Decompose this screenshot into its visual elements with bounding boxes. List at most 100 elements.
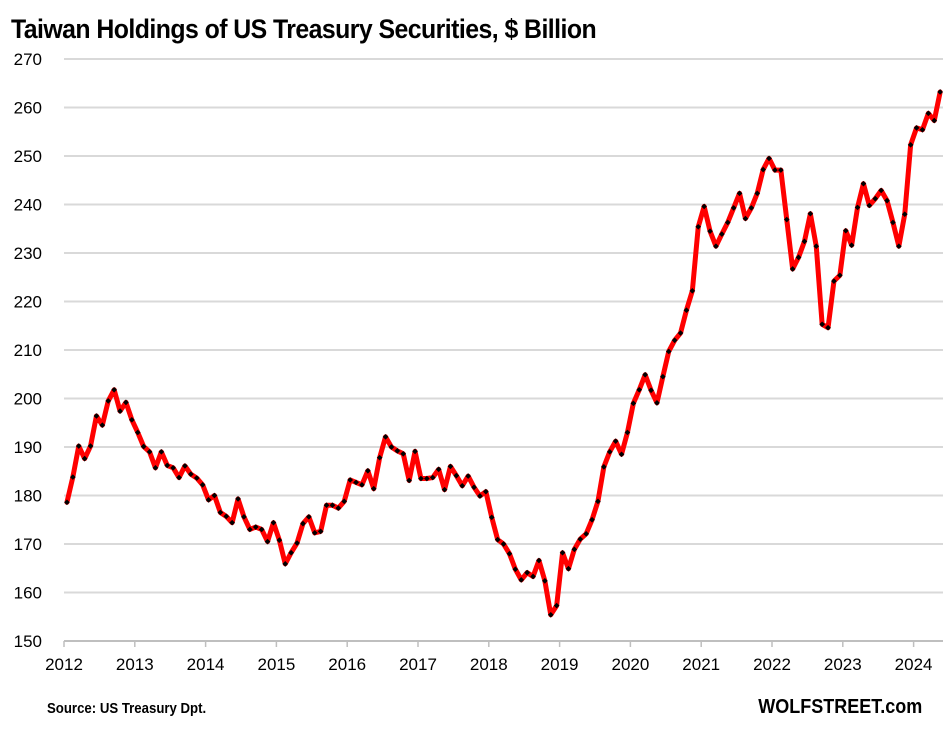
data-point	[129, 417, 135, 423]
data-point	[937, 89, 943, 95]
data-point	[241, 514, 247, 520]
data-point	[270, 519, 277, 526]
data-point	[335, 505, 342, 511]
data-point	[123, 399, 129, 406]
x-tick-label: 2021	[682, 655, 720, 674]
data-point	[654, 400, 660, 406]
data-point	[223, 513, 230, 520]
data-point	[547, 611, 554, 618]
data-point	[742, 215, 749, 222]
data-point	[81, 455, 88, 462]
y-tick-label: 190	[14, 438, 42, 457]
y-tick-label: 150	[14, 632, 42, 651]
data-point	[264, 538, 271, 545]
data-point	[146, 449, 153, 455]
data-point	[406, 477, 412, 484]
data-point	[329, 502, 336, 509]
data-point	[105, 398, 112, 404]
data-point	[754, 190, 761, 197]
x-tick-label: 2018	[470, 655, 508, 674]
x-tick-label: 2024	[895, 655, 933, 674]
data-point	[589, 516, 595, 523]
data-point	[925, 110, 932, 117]
data-point	[606, 449, 613, 455]
data-point	[170, 465, 176, 471]
data-point	[542, 578, 548, 584]
data-point	[365, 467, 371, 474]
data-point	[530, 573, 536, 580]
data-point	[801, 238, 808, 245]
data-point	[412, 448, 418, 455]
data-point	[819, 321, 825, 328]
y-tick-label: 230	[14, 244, 42, 263]
data-point	[424, 475, 430, 482]
data-point	[571, 546, 578, 553]
source-note: Source: US Treasury Dpt.	[47, 700, 207, 717]
data-point	[64, 499, 70, 506]
x-tick-label: 2013	[116, 655, 154, 674]
y-tick-label: 170	[14, 535, 42, 554]
data-point	[837, 272, 843, 279]
data-point	[376, 454, 383, 461]
data-point	[111, 386, 117, 393]
data-point	[164, 462, 171, 469]
data-point	[394, 448, 401, 454]
x-tick-label: 2016	[328, 655, 366, 674]
data-point	[158, 449, 165, 455]
data-point	[429, 474, 436, 481]
data-point	[736, 190, 743, 197]
y-tick-label: 210	[14, 341, 42, 360]
x-tick-label: 2014	[187, 655, 225, 674]
data-point	[317, 528, 324, 535]
data-point	[435, 466, 442, 473]
data-point	[382, 433, 389, 440]
series-group	[64, 89, 943, 618]
data-point	[506, 550, 513, 557]
x-tick-label: 2020	[611, 655, 649, 674]
data-point	[117, 408, 123, 414]
y-axis-ticks: 150 160 170 180 190 200 210 220 230 240 250 260 270	[14, 50, 42, 651]
data-point	[601, 464, 607, 470]
data-point	[719, 231, 725, 237]
data-point	[931, 117, 938, 124]
data-point	[831, 278, 837, 284]
data-point	[919, 126, 926, 133]
data-point	[282, 561, 289, 567]
data-point	[87, 443, 94, 449]
data-point	[400, 450, 407, 457]
data-point	[683, 307, 690, 314]
data-point	[99, 422, 106, 429]
chart-title: Taiwan Holdings of US Treasury Securitie…	[11, 14, 597, 44]
data-point	[648, 387, 654, 394]
data-point	[311, 530, 318, 536]
data-point	[825, 324, 831, 331]
x-tick-label: 2019	[541, 655, 579, 674]
data-point	[300, 520, 306, 527]
data-point	[854, 204, 861, 211]
y-tick-label: 220	[14, 293, 42, 312]
data-point	[93, 413, 100, 419]
data-point	[477, 493, 483, 499]
data-point	[901, 211, 908, 218]
data-point	[583, 530, 589, 537]
gridlines	[64, 58, 943, 594]
data-point	[878, 187, 884, 194]
y-tick-label: 200	[14, 390, 42, 409]
data-point	[772, 167, 778, 173]
data-point	[630, 400, 637, 407]
data-point	[660, 373, 666, 380]
data-point	[612, 438, 619, 445]
data-point	[134, 429, 141, 436]
data-point	[418, 475, 424, 482]
data-point	[176, 474, 182, 481]
data-point	[465, 473, 471, 479]
data-point	[494, 536, 501, 543]
data-point	[713, 243, 719, 250]
data-point	[258, 526, 265, 533]
data-point	[789, 266, 796, 272]
data-point	[872, 195, 879, 202]
data-point	[559, 549, 566, 556]
data-point	[459, 482, 466, 489]
data-point	[447, 463, 454, 470]
data-point	[483, 488, 489, 495]
